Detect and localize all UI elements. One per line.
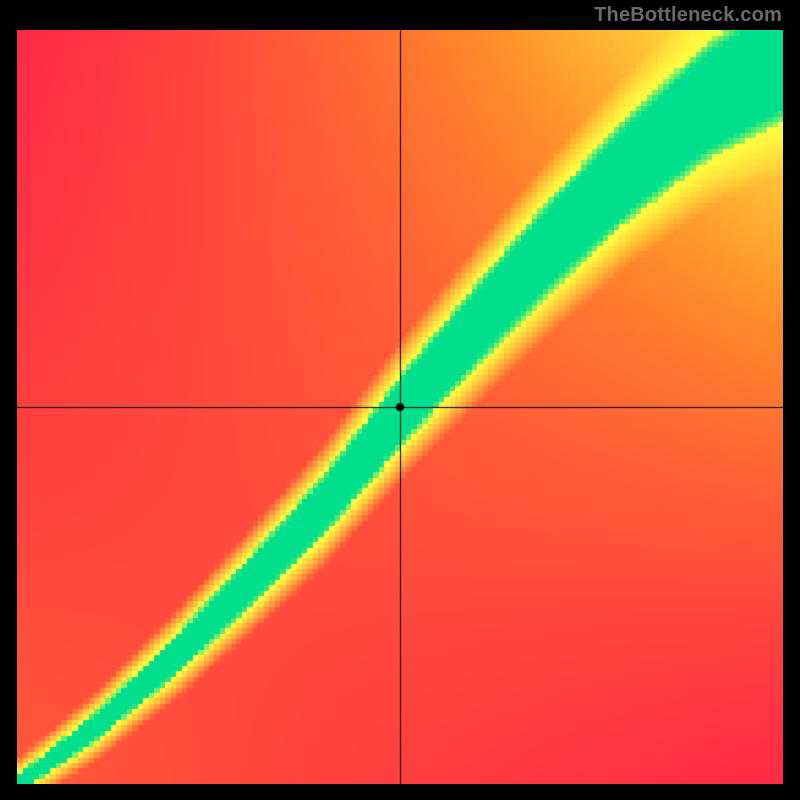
watermark-label: TheBottleneck.com (594, 4, 782, 27)
chart-container: TheBottleneck.com (0, 0, 800, 800)
heatmap-canvas (17, 30, 783, 784)
